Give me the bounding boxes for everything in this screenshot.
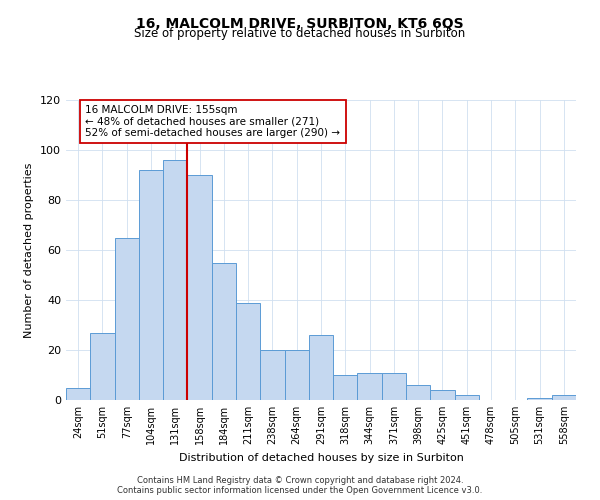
- Y-axis label: Number of detached properties: Number of detached properties: [25, 162, 34, 338]
- Bar: [406, 385, 430, 400]
- Bar: [455, 395, 479, 400]
- Text: Contains public sector information licensed under the Open Government Licence v3: Contains public sector information licen…: [118, 486, 482, 495]
- Bar: [66, 388, 90, 400]
- Bar: [430, 390, 455, 400]
- X-axis label: Distribution of detached houses by size in Surbiton: Distribution of detached houses by size …: [179, 452, 463, 462]
- Bar: [236, 302, 260, 400]
- Bar: [187, 175, 212, 400]
- Text: 16, MALCOLM DRIVE, SURBITON, KT6 6QS: 16, MALCOLM DRIVE, SURBITON, KT6 6QS: [136, 18, 464, 32]
- Bar: [527, 398, 552, 400]
- Bar: [333, 375, 358, 400]
- Bar: [382, 372, 406, 400]
- Bar: [358, 372, 382, 400]
- Bar: [284, 350, 309, 400]
- Bar: [260, 350, 284, 400]
- Bar: [139, 170, 163, 400]
- Text: 16 MALCOLM DRIVE: 155sqm
← 48% of detached houses are smaller (271)
52% of semi-: 16 MALCOLM DRIVE: 155sqm ← 48% of detach…: [85, 105, 340, 138]
- Bar: [90, 332, 115, 400]
- Text: Size of property relative to detached houses in Surbiton: Size of property relative to detached ho…: [134, 28, 466, 40]
- Bar: [552, 395, 576, 400]
- Bar: [212, 262, 236, 400]
- Bar: [115, 238, 139, 400]
- Bar: [163, 160, 187, 400]
- Bar: [309, 335, 333, 400]
- Text: Contains HM Land Registry data © Crown copyright and database right 2024.: Contains HM Land Registry data © Crown c…: [137, 476, 463, 485]
